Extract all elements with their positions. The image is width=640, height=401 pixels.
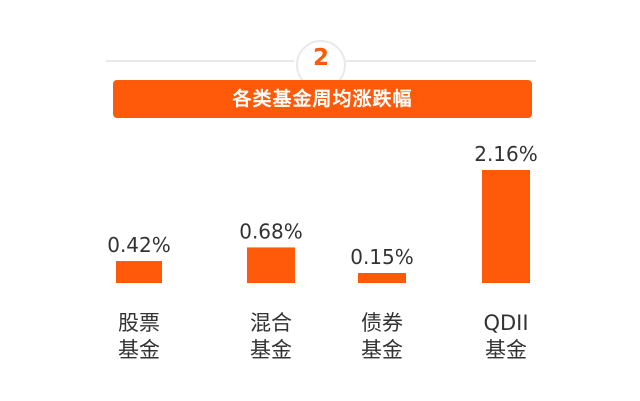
- section-number-badge: [296, 40, 346, 80]
- category-label-3-line-2: 基金: [361, 338, 403, 362]
- data-label-1: 0.42%: [107, 233, 171, 257]
- category-label-4-line-1: QDII: [483, 311, 528, 335]
- bar-2: [247, 247, 295, 283]
- bar-1: [116, 261, 162, 283]
- data-label-4: 2.16%: [474, 142, 538, 166]
- header-divider-left: [106, 60, 294, 62]
- header-divider-right: [346, 60, 536, 62]
- category-label-1-line-1: 股票: [118, 311, 160, 335]
- category-label-1-line-2: 基金: [118, 338, 160, 362]
- badge-circle: [296, 40, 346, 80]
- chart-title: 各类基金周均涨跌幅: [232, 88, 413, 110]
- category-label-3-line-1: 债券: [361, 311, 403, 335]
- section-number: 2: [312, 45, 329, 71]
- chart-title-bar: 各类基金周均涨跌幅: [113, 80, 532, 118]
- bar-3: [358, 273, 406, 283]
- bar-4: [482, 170, 530, 283]
- data-label-2: 0.68%: [239, 219, 303, 243]
- category-label-2-line-1: 混合: [250, 311, 292, 335]
- category-label-2-line-2: 基金: [250, 338, 292, 362]
- data-label-3: 0.15%: [350, 245, 414, 269]
- category-label-4-line-2: 基金: [485, 338, 527, 362]
